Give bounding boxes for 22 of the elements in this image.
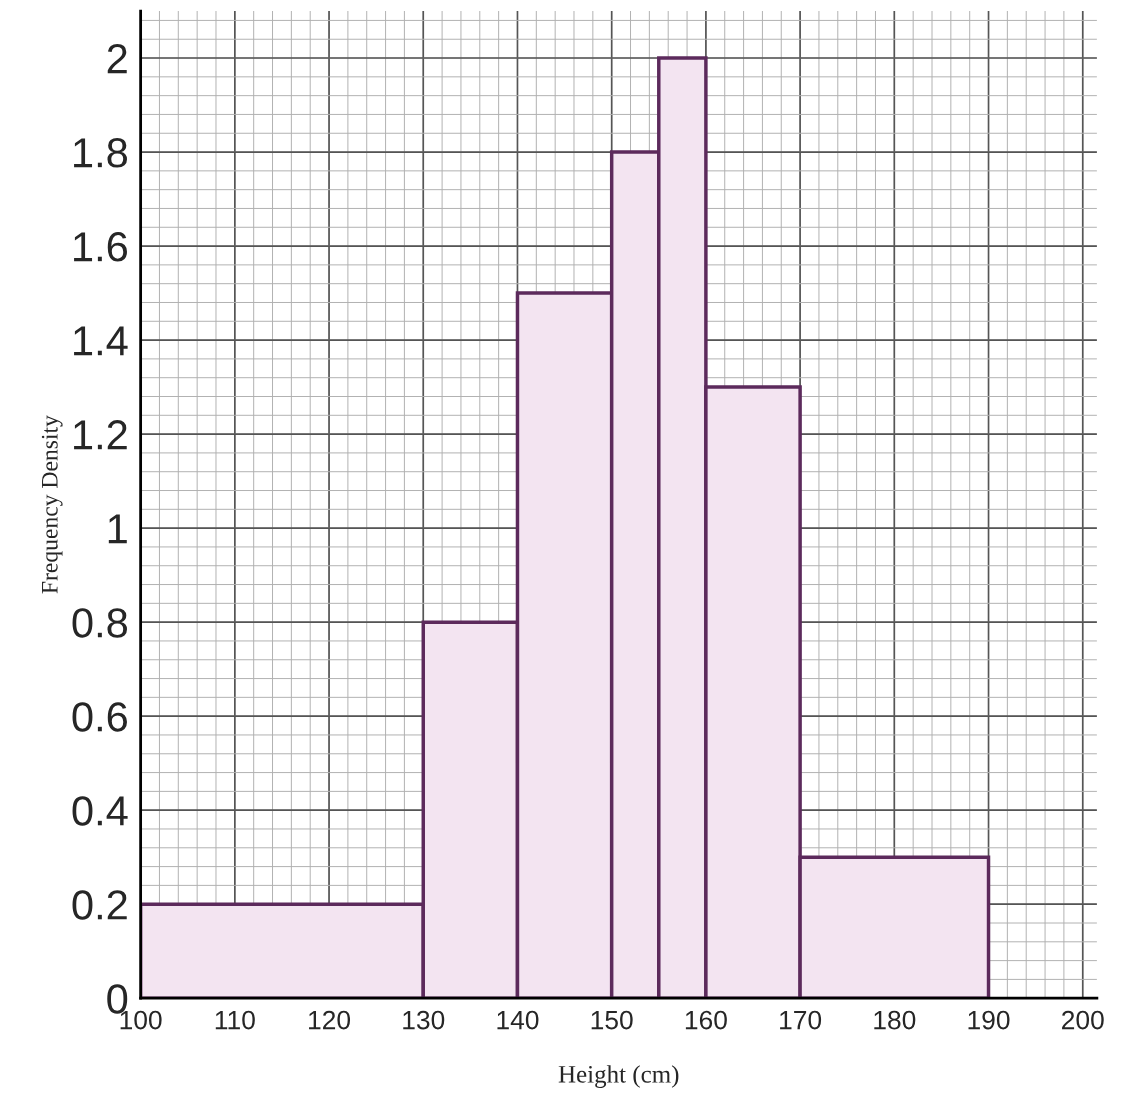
x-tick-label: 170 xyxy=(780,1010,822,1030)
x-tick-label: 130 xyxy=(403,1010,445,1030)
y-axis-title: Frequency Density xyxy=(41,415,63,594)
x-tick-label: 180 xyxy=(874,1010,916,1030)
y-tick-label: 1.2 xyxy=(74,420,127,450)
y-tick-label: 1.6 xyxy=(74,232,127,262)
x-tick-label: 140 xyxy=(497,1010,539,1030)
y-tick-label: 0.6 xyxy=(72,702,127,732)
x-tick-label: 120 xyxy=(309,1010,351,1030)
x-axis-title: Height (cm) xyxy=(558,1065,679,1088)
x-tick-label: 160 xyxy=(685,1010,727,1030)
y-tick-label: 1 xyxy=(108,514,127,544)
y-tick-label: 0.8 xyxy=(72,608,128,638)
x-tick-label: 110 xyxy=(215,1010,255,1030)
y-tick-label: 0.2 xyxy=(72,890,127,920)
x-tick-label: 200 xyxy=(1062,1010,1104,1030)
y-tick-label: 1.4 xyxy=(74,326,128,356)
y-tick-label: 0.4 xyxy=(72,796,128,826)
y-tick-label: 1.8 xyxy=(74,138,128,168)
y-tick-label: 2 xyxy=(107,44,127,74)
x-tick-label: 150 xyxy=(591,1010,633,1030)
x-tick-label: 190 xyxy=(968,1010,1010,1030)
